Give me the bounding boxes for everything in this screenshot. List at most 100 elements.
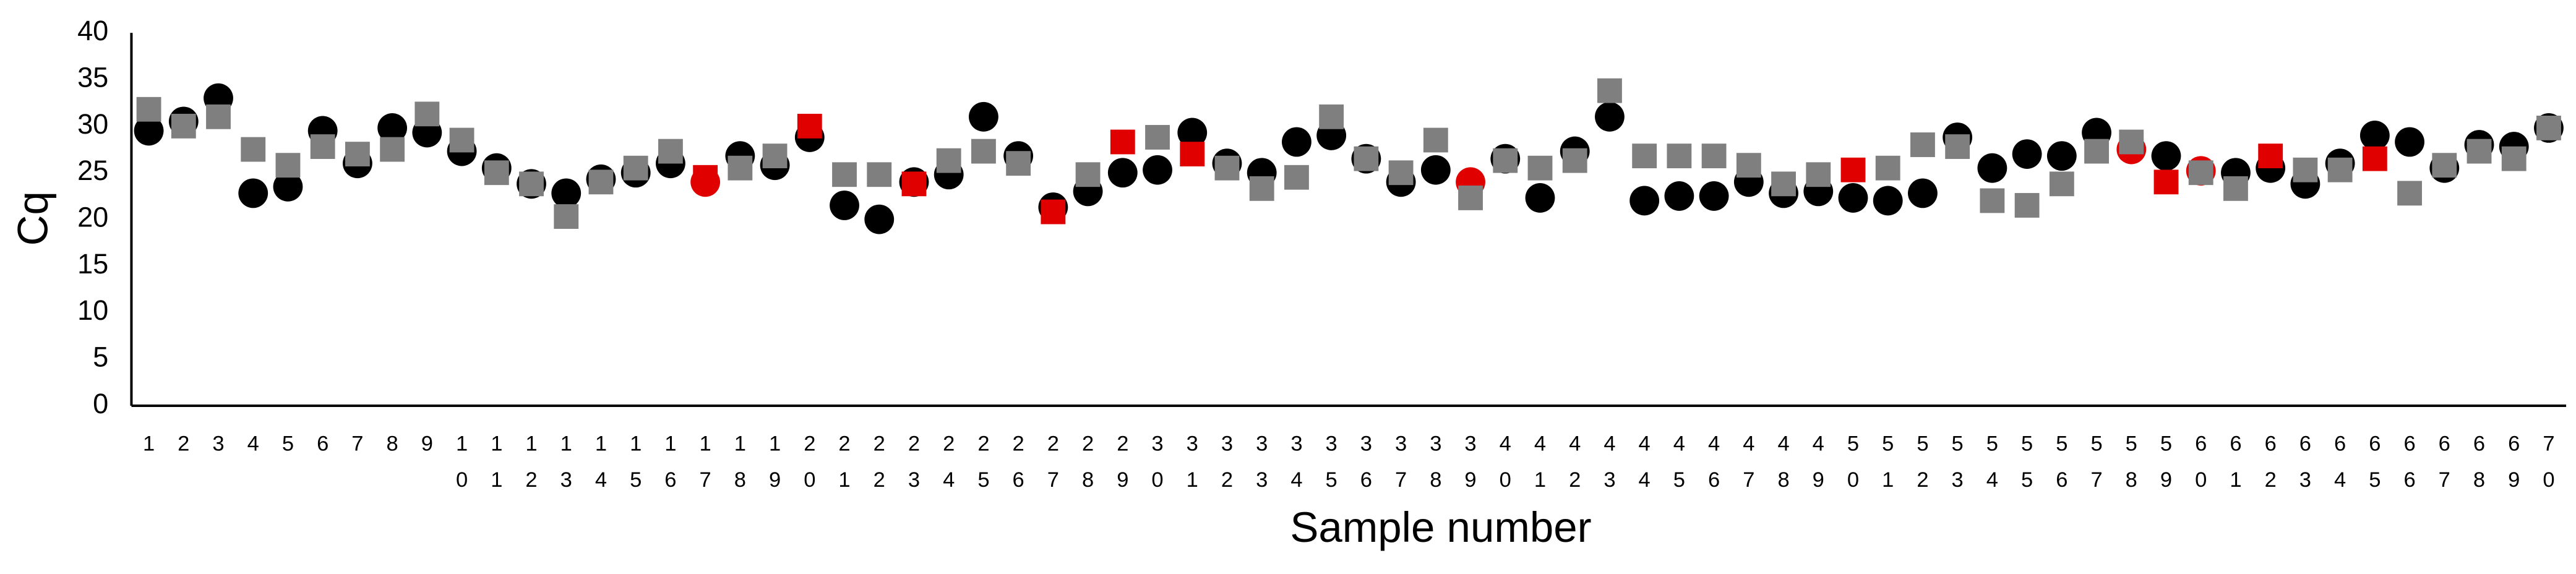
data-point <box>2467 139 2492 164</box>
data-point <box>588 169 614 195</box>
data-point <box>1945 134 1970 159</box>
data-point <box>2014 193 2040 218</box>
data-point <box>1910 132 1935 157</box>
data-point <box>2258 144 2283 169</box>
data-point <box>1284 165 1309 190</box>
y-tick-label: 20 <box>77 202 108 233</box>
data-point <box>238 178 268 208</box>
x-tick-label: 9 <box>421 432 433 456</box>
data-point <box>484 160 509 186</box>
x-axis-title: Sample number <box>1290 503 1591 551</box>
y-tick-label: 5 <box>93 341 108 373</box>
y-tick-label: 10 <box>77 294 108 326</box>
data-point <box>1420 155 1451 185</box>
data-point <box>1423 127 1448 153</box>
y-tick-label: 35 <box>77 61 108 93</box>
data-point <box>1632 144 1657 169</box>
data-point <box>345 142 370 167</box>
data-point <box>2049 171 2074 197</box>
data-point <box>1075 162 1101 187</box>
data-point <box>171 113 196 139</box>
data-point <box>2362 146 2387 171</box>
data-point <box>762 144 788 169</box>
x-tick-label: 1 <box>143 432 155 456</box>
data-point <box>1006 151 1031 176</box>
data-point <box>1701 144 1727 169</box>
data-point <box>1177 118 1208 148</box>
data-point <box>1597 78 1622 103</box>
data-point <box>864 204 895 234</box>
data-point <box>414 101 440 127</box>
data-point <box>2359 121 2390 150</box>
data-point <box>275 153 301 178</box>
data-point <box>1388 160 1414 186</box>
data-point <box>2293 157 2318 182</box>
data-point <box>2084 139 2109 164</box>
y-tick-label: 40 <box>77 15 108 46</box>
data-point <box>1249 176 1274 201</box>
data-point <box>310 134 335 159</box>
data-point <box>1699 181 1729 211</box>
data-point <box>2012 139 2042 169</box>
data-point <box>380 137 405 162</box>
data-point <box>1562 148 1587 173</box>
data-point <box>1838 183 1868 213</box>
data-point <box>1667 144 1692 169</box>
data-point <box>1145 125 1170 150</box>
data-point <box>1354 146 1379 171</box>
data-point <box>273 171 303 202</box>
data-point <box>2536 115 2561 140</box>
data-point <box>1180 142 1205 167</box>
data-point <box>2151 141 2181 171</box>
data-point <box>136 96 161 122</box>
data-point <box>832 162 857 187</box>
data-point <box>2501 146 2527 171</box>
data-point <box>2397 181 2422 206</box>
data-point <box>1527 155 1553 181</box>
data-point <box>2188 160 2213 186</box>
data-point <box>1458 186 1483 210</box>
data-point <box>1107 158 1138 188</box>
data-point <box>377 113 408 143</box>
data-point <box>554 204 579 229</box>
data-point <box>1908 178 1938 208</box>
data-point <box>1664 181 1694 211</box>
data-point <box>1143 155 1172 185</box>
